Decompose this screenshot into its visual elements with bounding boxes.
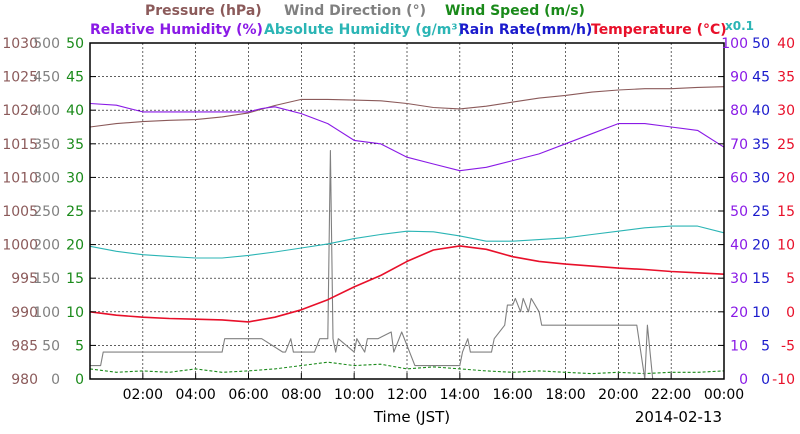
y-tick-label-humidity: 100 [721, 36, 748, 52]
y-tick-label-pressure: 1010 [2, 170, 38, 186]
x-tick-label: 18:00 [545, 387, 585, 403]
y-tick-label-wind-speed: 40 [66, 103, 84, 119]
y-tick-label-temperature: 25 [777, 137, 795, 153]
legend-rain-rate: Rain Rate(mm/h) [459, 22, 592, 38]
y-tick-label-rain: 40 [752, 103, 770, 119]
y-tick-label-rain: 5 [761, 338, 770, 354]
axes: 02:00 04:00 06:00 08:00 10:00 12:00 14:00 16:00… [2, 36, 795, 403]
y-tick-label-wind-direction: 300 [33, 170, 60, 186]
y-tick-label-wind-direction: 350 [33, 137, 60, 153]
x-tick-label: 04:00 [175, 387, 215, 403]
y-tick-label-wind-speed: 35 [66, 137, 84, 153]
y-tick-label-wind-speed: 10 [66, 305, 84, 321]
y-tick-label-humidity: 80 [730, 103, 748, 119]
y-tick-label-rain: 20 [752, 238, 770, 254]
x-tick-label: 00:00 [704, 387, 744, 403]
legend: Pressure (hPa) Wind Direction (°) Wind S… [90, 3, 754, 38]
multiplier-label: x0.1 [725, 19, 754, 33]
y-tick-label-pressure: 1000 [2, 238, 38, 254]
y-tick-label-wind-direction: 500 [33, 36, 60, 52]
legend-absolute-humidity: Absolute Humidity (g/m³) [264, 22, 464, 38]
y-tick-label-wind-direction: 200 [33, 238, 60, 254]
y-tick-label-temperature: 0 [786, 305, 795, 321]
y-tick-label-rain: 10 [752, 305, 770, 321]
series-temperature [89, 245, 725, 323]
x-tick-label: 14:00 [440, 387, 480, 403]
y-tick-label-wind-speed: 15 [66, 271, 84, 287]
x-tick-label: 08:00 [281, 387, 321, 403]
legend-relative-humidity: Relative Humidity (%) [90, 22, 263, 38]
plot-grid [90, 43, 724, 379]
legend-wind-direction: Wind Direction (°) [284, 3, 426, 19]
y-tick-label-pressure: 980 [11, 372, 38, 388]
x-tick-label: 02:00 [123, 387, 163, 403]
y-tick-label-pressure: 995 [11, 271, 38, 287]
y-tick-label-wind-speed: 45 [66, 70, 84, 86]
x-tick-label: 12:00 [387, 387, 427, 403]
y-tick-label-wind-direction: 0 [51, 372, 60, 388]
date-label: 2014-02-13 [635, 408, 722, 426]
y-tick-label-humidity: 90 [730, 70, 748, 86]
x-tick-label: 22:00 [651, 387, 691, 403]
y-tick-label-rain: 45 [752, 70, 770, 86]
y-tick-label-rain: 50 [752, 36, 770, 52]
y-tick-label-wind-speed: 30 [66, 170, 84, 186]
y-tick-label-wind-direction: 100 [33, 305, 60, 321]
y-tick-label-wind-direction: 250 [33, 204, 60, 220]
y-tick-label-humidity: 60 [730, 170, 748, 186]
legend-pressure: Pressure (hPa) [145, 3, 262, 19]
y-tick-label-wind-direction: 150 [33, 271, 60, 287]
x-axis-label: Time (JST) [373, 408, 450, 426]
y-tick-label-humidity: 10 [730, 338, 748, 354]
y-tick-label-temperature: 10 [777, 238, 795, 254]
series-pressure [89, 86, 725, 128]
x-tick-label: 10:00 [334, 387, 374, 403]
y-tick-label-wind-speed: 25 [66, 204, 84, 220]
y-tick-label-rain: 35 [752, 137, 770, 153]
y-tick-label-wind-speed: 20 [66, 238, 84, 254]
y-tick-label-temperature: 20 [777, 170, 795, 186]
y-tick-label-temperature: -5 [781, 338, 795, 354]
y-tick-label-humidity: 40 [730, 238, 748, 254]
y-tick-label-pressure: 1025 [2, 70, 38, 86]
y-tick-label-wind-speed: 5 [75, 338, 84, 354]
y-tick-label-rain: 0 [761, 372, 770, 388]
x-tick-label: 20:00 [598, 387, 638, 403]
y-tick-label-humidity: 0 [739, 372, 748, 388]
x-tick-label: 06:00 [228, 387, 268, 403]
y-tick-label-wind-direction: 450 [33, 70, 60, 86]
y-tick-label-rain: 30 [752, 170, 770, 186]
y-tick-label-rain: 25 [752, 204, 770, 220]
legend-wind-speed: Wind Speed (m/s) [445, 3, 585, 19]
y-tick-label-temperature: 5 [786, 271, 795, 287]
y-tick-label-pressure: 985 [11, 338, 38, 354]
y-tick-label-wind-direction: 400 [33, 103, 60, 119]
series-wind-direction [90, 149, 724, 380]
y-tick-label-pressure: 990 [11, 305, 38, 321]
y-tick-label-wind-speed: 50 [66, 36, 84, 52]
y-tick-label-temperature: -10 [772, 372, 795, 388]
y-tick-label-humidity: 70 [730, 137, 748, 153]
y-tick-label-pressure: 1015 [2, 137, 38, 153]
x-tick-label: 16:00 [492, 387, 532, 403]
y-tick-label-wind-speed: 0 [75, 372, 84, 388]
y-tick-label-pressure: 1030 [2, 36, 38, 52]
y-tick-label-temperature: 35 [777, 70, 795, 86]
y-tick-label-temperature: 40 [777, 36, 795, 52]
y-tick-label-wind-direction: 50 [42, 338, 60, 354]
y-tick-label-temperature: 15 [777, 204, 795, 220]
legend-temperature: Temperature (°C) [591, 22, 727, 38]
series-humidity-rel [89, 102, 725, 172]
y-tick-label-rain: 15 [752, 271, 770, 287]
y-tick-label-humidity: 30 [730, 271, 748, 287]
y-tick-label-humidity: 20 [730, 305, 748, 321]
y-tick-label-pressure: 1005 [2, 204, 38, 220]
series-wind-speed [89, 361, 725, 375]
series-humidity-abs [89, 225, 725, 259]
y-tick-label-pressure: 1020 [2, 103, 38, 119]
y-tick-label-humidity: 50 [730, 204, 748, 220]
y-tick-label-temperature: 30 [777, 103, 795, 119]
